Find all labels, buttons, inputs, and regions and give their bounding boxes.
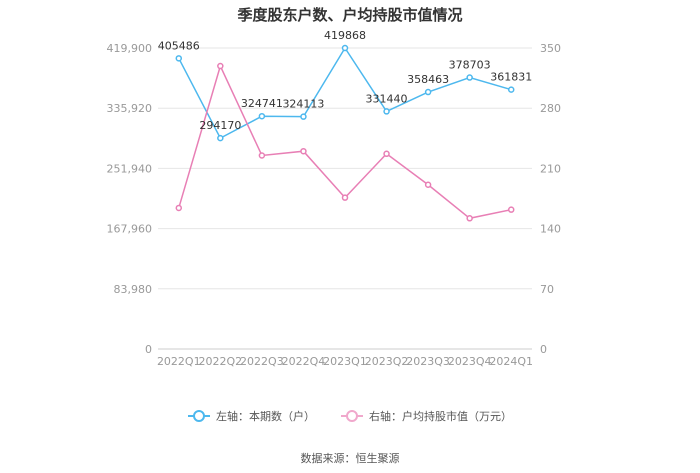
legend: 左轴：本期数（户） 右轴：户均持股市值（万元）: [0, 408, 700, 424]
series-point-0: [466, 74, 473, 81]
chart-title: 季度股东户数、户均持股市值情况: [237, 6, 463, 24]
left-tick-label: 335,920: [107, 102, 153, 115]
grid-lines: [158, 47, 532, 350]
series-point-0: [507, 86, 515, 93]
series-point-1: [217, 62, 224, 70]
right-tick-label: 280: [540, 102, 561, 115]
right-tick-label: 0: [540, 343, 547, 356]
legend-label-avg-value: 右轴：户均持股市值（万元）: [369, 410, 512, 423]
x-tick-label: 2023Q3: [406, 355, 450, 368]
right-tick-label: 70: [540, 283, 554, 296]
data-source: 数据来源：恒生聚源: [300, 452, 400, 465]
series-point-1: [507, 206, 515, 213]
legend-label-households: 左轴：本期数（户）: [216, 410, 315, 423]
series-point-1: [300, 147, 307, 155]
data-label: 361831: [490, 71, 532, 84]
x-tick-label: 2023Q4: [448, 355, 492, 368]
series-point-1: [383, 150, 390, 158]
series-layer: [175, 44, 515, 222]
x-tick-label: 2022Q1: [157, 355, 201, 368]
series-point-0: [300, 113, 307, 120]
x-tick-label: 2022Q4: [282, 355, 326, 368]
series-point-0: [217, 134, 224, 142]
right-axis-ticks: 0 70 140 210 280 350: [540, 42, 561, 356]
legend-marker-pink-icon: [341, 410, 363, 422]
series-point-0: [383, 108, 390, 115]
data-label: 378703: [449, 59, 491, 72]
series-point-1: [466, 215, 473, 222]
data-label: 324741: [241, 97, 283, 110]
data-label: 358463: [407, 73, 449, 86]
series-point-1: [424, 181, 432, 188]
series-point-1: [341, 194, 349, 201]
left-tick-label: 83,980: [114, 283, 153, 296]
legend-item-households[interactable]: 左轴：本期数（户）: [188, 408, 315, 424]
left-tick-label: 419,900: [107, 42, 153, 55]
right-tick-label: 140: [540, 223, 561, 236]
series-point-0: [341, 44, 349, 52]
x-tick-label: 2022Q3: [240, 355, 284, 368]
left-tick-label: 251,940: [107, 162, 153, 175]
x-tick-label: 2022Q2: [199, 355, 243, 368]
x-tick-label: 2023Q2: [365, 355, 409, 368]
legend-item-avg-value[interactable]: 右轴：户均持股市值（万元）: [341, 408, 512, 424]
left-tick-label: 0: [145, 343, 152, 356]
legend-marker-blue-icon: [188, 410, 210, 422]
series-point-0: [258, 112, 266, 120]
left-axis-ticks: 0 83,980 167,960 251,940 335,920 419,900: [107, 42, 153, 356]
right-tick-label: 350: [540, 42, 561, 55]
series-point-0: [424, 88, 432, 96]
x-axis-ticks: 2022Q12022Q22022Q32022Q42023Q12023Q22023…: [157, 355, 533, 368]
x-tick-label: 2023Q1: [323, 355, 367, 368]
data-label: 331440: [366, 92, 408, 105]
data-label: 405486: [158, 39, 200, 52]
series-point-1: [175, 204, 183, 212]
series-point-1: [258, 152, 266, 159]
data-label: 294170: [199, 119, 241, 132]
series-point-0: [175, 55, 183, 62]
data-label: 419868: [324, 29, 366, 42]
x-tick-label: 2024Q1: [489, 355, 533, 368]
data-label: 324113: [282, 98, 324, 111]
left-tick-label: 167,960: [107, 223, 153, 236]
right-tick-label: 210: [540, 162, 561, 175]
